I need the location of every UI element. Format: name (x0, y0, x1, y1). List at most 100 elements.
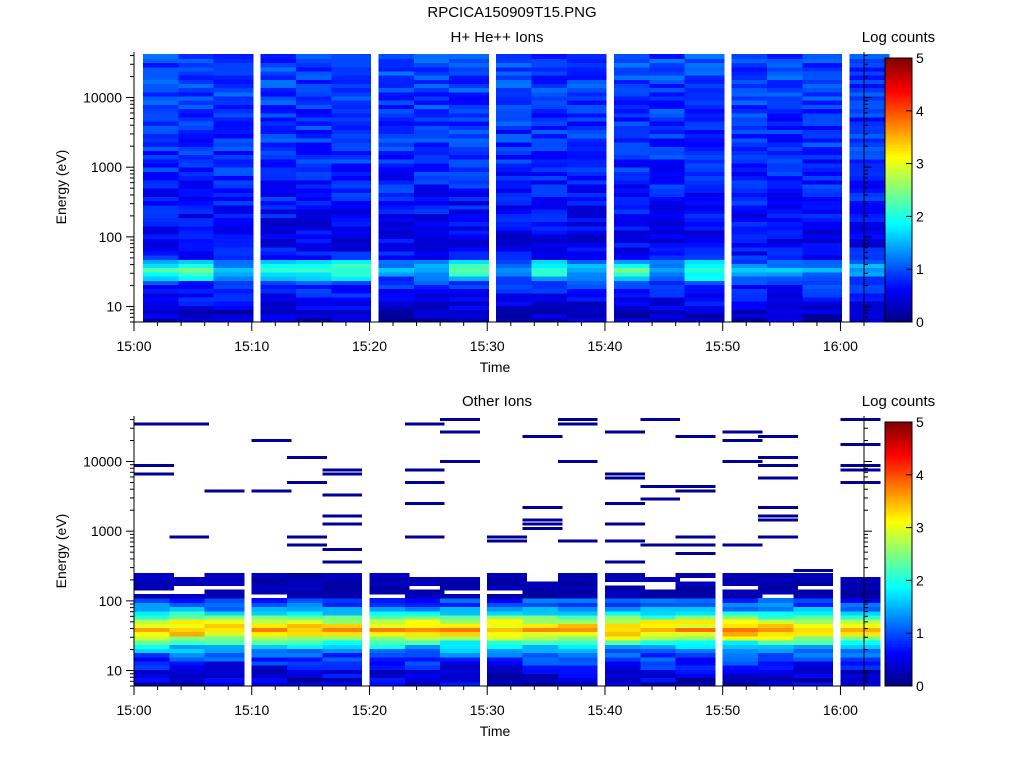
heatmap-cell (449, 225, 489, 231)
heatmap-cell (522, 652, 563, 658)
heatmap-cell (793, 677, 834, 683)
heatmap-cell (369, 656, 410, 662)
heatmap-cell (649, 288, 690, 294)
heatmap-cell (178, 125, 219, 131)
colorbar-step (885, 590, 912, 595)
heatmap-cell (684, 87, 725, 93)
heatmap-cell (251, 489, 292, 493)
heatmap-cell (675, 644, 716, 649)
heatmap-cell (260, 309, 301, 315)
heatmap-cell (722, 648, 763, 654)
colorbar-step (885, 493, 912, 497)
heatmap-cell (204, 644, 245, 649)
heatmap-cell (522, 581, 563, 587)
heatmap-cell (605, 606, 645, 612)
heatmap-cell (566, 267, 607, 273)
heatmap-cell (178, 83, 219, 89)
heatmap-cell (767, 158, 807, 164)
heatmap-cell (557, 614, 598, 620)
heatmap-cell (675, 677, 716, 683)
x-tick-label: 15:40 (587, 702, 622, 718)
heatmap-cell (169, 644, 210, 649)
heatmap-cell (296, 87, 336, 93)
heatmap-cell (731, 121, 772, 126)
heatmap-cell (287, 665, 327, 670)
heatmap-cell (496, 213, 536, 218)
heatmap-cell (758, 464, 798, 468)
heatmap-cell (802, 238, 843, 244)
heatmap-cell (449, 217, 489, 223)
heatmap-cell (849, 284, 890, 290)
heatmap-cell (487, 631, 527, 637)
heatmap-cell (840, 593, 881, 599)
heatmap-cell (287, 577, 327, 582)
colorbar-step (885, 71, 912, 75)
heatmap-cell (802, 162, 843, 168)
heatmap-cell (296, 200, 336, 206)
heatmap-cell (331, 246, 372, 252)
colorbar-step (885, 205, 912, 210)
heatmap-cell (322, 610, 363, 616)
heatmap-cell (605, 610, 645, 616)
heatmap-cell (251, 614, 292, 620)
heatmap-cell (675, 631, 716, 637)
colorbar-step (885, 153, 912, 157)
heatmap-cell (178, 121, 219, 126)
colorbar-step (885, 630, 912, 634)
heatmap-cell (369, 652, 410, 658)
heatmap-cell (722, 619, 763, 624)
heatmap-cell (296, 246, 336, 252)
heatmap-cell (496, 200, 536, 206)
heatmap-cell (531, 167, 572, 172)
heatmap-cell (614, 296, 654, 302)
heatmap-cell (614, 104, 654, 110)
heatmap-cell (440, 610, 480, 616)
heatmap-cell (522, 602, 563, 608)
heatmap-cell (169, 535, 210, 539)
heatmap-cell (722, 430, 763, 434)
heatmap-cell (684, 142, 725, 147)
heatmap-cell (413, 305, 454, 311)
heatmap-cell (496, 162, 536, 168)
heatmap-cell (531, 271, 572, 277)
heatmap-cell (287, 673, 327, 679)
heatmap-cell (684, 171, 725, 177)
heatmap-cell (449, 267, 489, 273)
heatmap-cell (204, 619, 245, 624)
heatmap-cell (260, 146, 301, 151)
heatmap-cell (449, 305, 489, 311)
heatmap-cell (143, 238, 183, 244)
heatmap-cell (840, 673, 881, 679)
heatmap-cell (260, 54, 301, 59)
heatmap-cell (404, 581, 445, 587)
heatmap-cell (440, 656, 480, 662)
heatmap-cell (449, 125, 489, 131)
heatmap-cell (178, 100, 219, 105)
heatmap-cell (260, 292, 301, 298)
heatmap-cell (378, 75, 419, 80)
heatmap-cell (731, 171, 772, 177)
colorbar-step (885, 295, 912, 299)
heatmap-cell (134, 585, 174, 591)
heatmap-cell (758, 506, 798, 509)
heatmap-cell (722, 669, 763, 675)
heatmap-cell (213, 54, 254, 59)
heatmap-cell (531, 301, 572, 306)
heatmap-cell (767, 108, 807, 114)
heatmap-cell (296, 100, 336, 105)
colorbar-step (885, 195, 912, 199)
heatmap-cell (143, 301, 183, 306)
heatmap-cell (296, 175, 336, 181)
heatmap-cell (178, 280, 219, 285)
heatmap-cell (758, 660, 798, 666)
heatmap-cell (178, 137, 219, 143)
heatmap-cell (213, 137, 254, 143)
heatmap-cell (614, 255, 654, 260)
heatmap-cell (251, 581, 292, 587)
heatmap-cell (649, 121, 690, 126)
heatmap-cell (684, 263, 725, 269)
heatmap-cell (378, 309, 419, 315)
heatmap-cell (531, 112, 572, 118)
heatmap-cell (840, 631, 881, 637)
heatmap-cell (260, 280, 301, 285)
